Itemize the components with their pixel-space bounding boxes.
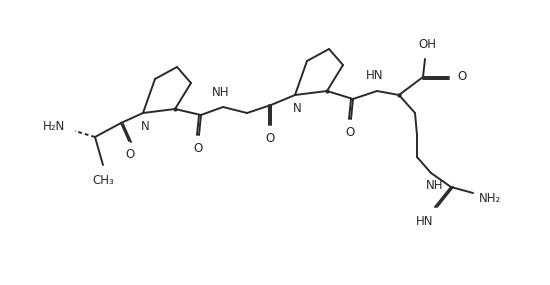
Text: O: O (345, 126, 355, 139)
Text: N: N (141, 120, 150, 133)
Text: O: O (457, 70, 466, 84)
Text: CH₃: CH₃ (92, 174, 114, 187)
Text: HN: HN (415, 215, 433, 228)
Text: H₂N: H₂N (43, 119, 65, 133)
Text: N: N (293, 102, 301, 115)
Text: NH: NH (212, 86, 230, 99)
Text: HN: HN (366, 69, 384, 82)
Text: O: O (194, 142, 202, 155)
Text: O: O (125, 148, 135, 161)
Text: NH: NH (426, 179, 444, 192)
Text: O: O (265, 132, 274, 145)
Text: OH: OH (418, 38, 436, 51)
Text: NH₂: NH₂ (479, 192, 501, 205)
